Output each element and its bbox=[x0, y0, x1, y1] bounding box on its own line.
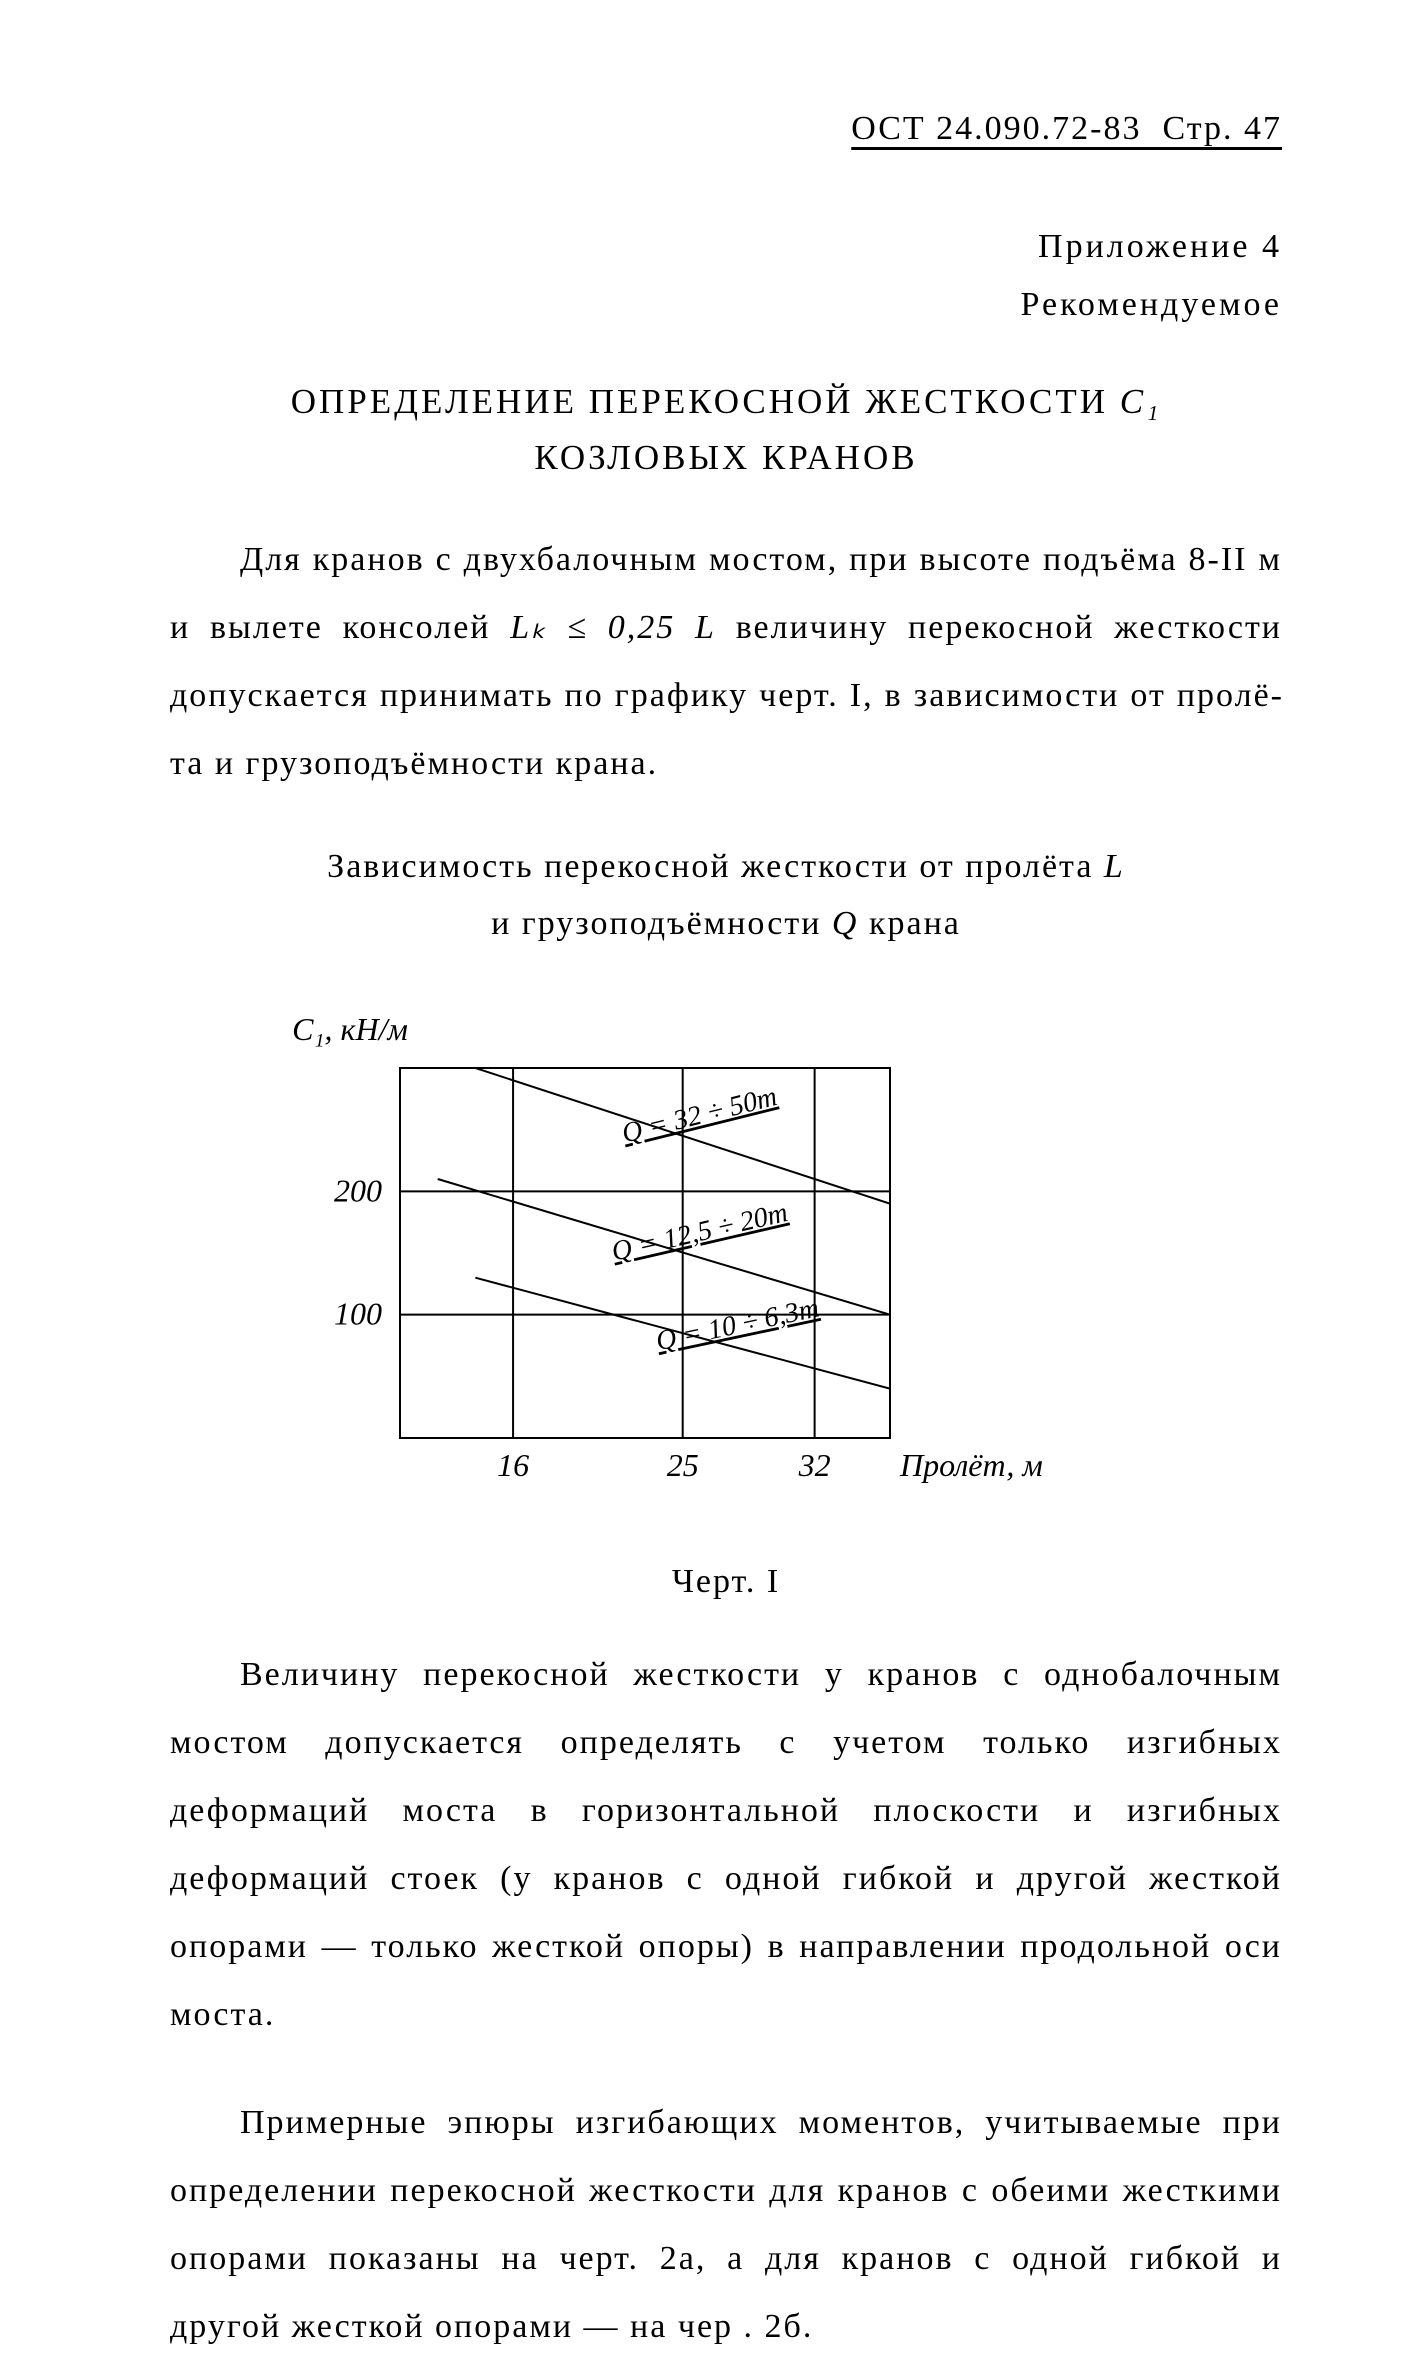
para1-formula: Lₖ ≤ 0,25 L bbox=[510, 609, 716, 646]
svg-text:Q = 32 ÷ 50т: Q = 32 ÷ 50т bbox=[619, 1081, 780, 1149]
chart-container: 100 200 16 25 32 C₁, кН/м Пролёт, м Q = 32 ÷ 50… bbox=[170, 973, 1282, 1533]
appendix-block: Приложение 4 Рекомендуемое bbox=[170, 218, 1282, 334]
paragraph-3: Примерные эпюры изгибающих моментов, учи… bbox=[170, 2089, 1282, 2361]
svg-text:100: 100 bbox=[334, 1296, 382, 1332]
svg-text:32: 32 bbox=[798, 1447, 831, 1483]
svg-text:C₁, кН/м: C₁, кН/м bbox=[292, 1011, 408, 1047]
svg-text:25: 25 bbox=[667, 1447, 699, 1483]
title-line2: КОЗЛОВЫХ КРАНОВ bbox=[170, 430, 1282, 486]
standard-code: ОСТ 24.090.72-83 Стр. 47 bbox=[851, 110, 1282, 147]
caption1-text: Зависимость перекосной жесткости от прол… bbox=[327, 848, 1104, 885]
title-line1-text: ОПРЕДЕЛЕНИЕ ПЕРЕКОСНОЙ ЖЕСТКОСТИ bbox=[291, 382, 1120, 421]
standard-code-text: ОСТ 24.090.72-83 bbox=[851, 110, 1141, 147]
page: ОСТ 24.090.72-83 Стр. 47 Приложение 4 Ре… bbox=[0, 0, 1412, 2276]
paragraph-1: Для кранов с двухбалочным мостом, при вы… bbox=[170, 526, 1282, 798]
svg-text:16: 16 bbox=[497, 1447, 529, 1483]
caption1-symbol: L bbox=[1104, 848, 1125, 885]
svg-text:200: 200 bbox=[334, 1173, 382, 1209]
appendix-line2: Рекомендуемое bbox=[170, 276, 1282, 334]
caption2-symbol: Q bbox=[832, 905, 859, 942]
caption2-prefix: и грузоподъёмности bbox=[491, 905, 832, 942]
figure-label: Черт. I bbox=[170, 1563, 1282, 1601]
title-line1: ОПРЕДЕЛЕНИЕ ПЕРЕКОСНОЙ ЖЕСТКОСТИ C₁ bbox=[170, 374, 1282, 430]
page-header: ОСТ 24.090.72-83 Стр. 47 bbox=[170, 110, 1282, 148]
chart-caption: Зависимость перекосной жесткости от прол… bbox=[170, 838, 1282, 954]
document-title: ОПРЕДЕЛЕНИЕ ПЕРЕКОСНОЙ ЖЕСТКОСТИ C₁ КОЗЛ… bbox=[170, 374, 1282, 486]
chart-caption-line2: и грузоподъёмности Q крана bbox=[170, 895, 1282, 953]
appendix-line1: Приложение 4 bbox=[170, 218, 1282, 276]
svg-text:Пролёт, м: Пролёт, м bbox=[899, 1447, 1043, 1483]
chart-caption-line1: Зависимость перекосной жесткости от прол… bbox=[170, 838, 1282, 896]
stiffness-chart: 100 200 16 25 32 C₁, кН/м Пролёт, м Q = 32 ÷ 50… bbox=[170, 973, 1090, 1533]
paragraph-2: Величину перекосной жесткости у кранов с… bbox=[170, 1641, 1282, 2049]
page-number: Стр. 47 bbox=[1162, 110, 1282, 147]
caption2-suffix: крана bbox=[858, 905, 960, 942]
title-symbol-c1: C₁ bbox=[1120, 382, 1162, 421]
